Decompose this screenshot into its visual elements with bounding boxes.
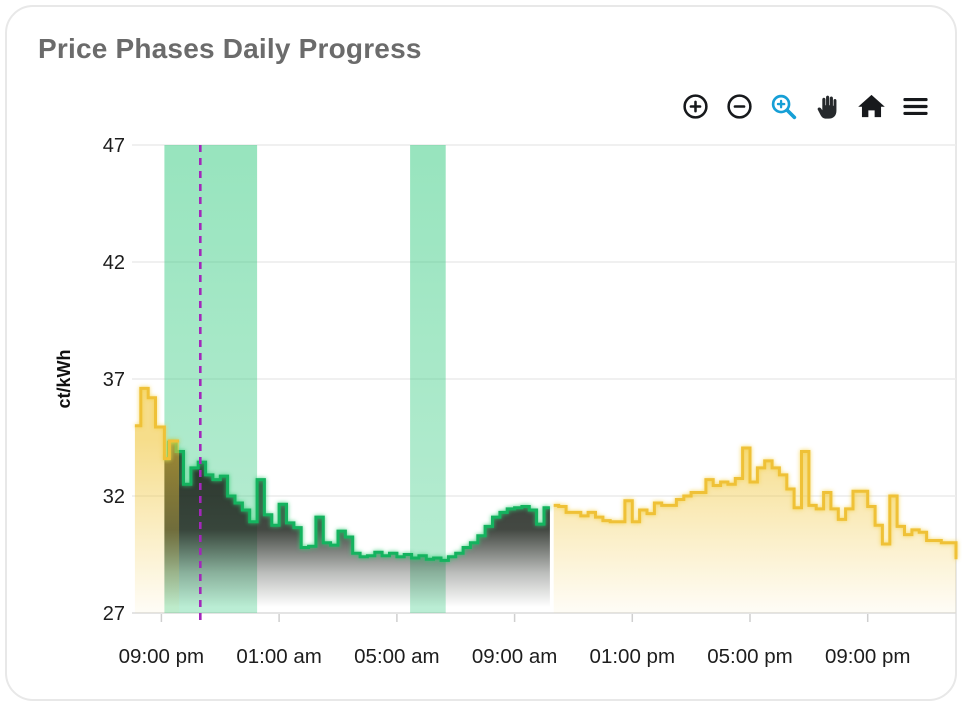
series-area-price-expensive-daytime bbox=[553, 448, 956, 613]
series-area-price-expensive-evening bbox=[134, 388, 180, 613]
home-icon[interactable] bbox=[856, 91, 887, 122]
page-title: Price Phases Daily Progress bbox=[38, 33, 422, 64]
y-tick-label: 32 bbox=[103, 486, 125, 508]
chart-toolbar bbox=[680, 91, 931, 122]
selection-zoom-icon[interactable] bbox=[768, 91, 799, 122]
x-tick-label: 05:00 am bbox=[354, 645, 439, 668]
zoom-in-icon[interactable] bbox=[680, 91, 711, 122]
series-area-price-cheap-phase bbox=[164, 442, 550, 613]
y-axis-title: ct/kWh bbox=[54, 349, 74, 408]
x-tick-label: 09:00 am bbox=[472, 645, 557, 668]
x-tick-label: 01:00 am bbox=[236, 645, 321, 668]
phase-band bbox=[410, 145, 446, 613]
x-tick-label: 05:00 pm bbox=[707, 645, 792, 668]
series-line-price-expensive-daytime bbox=[553, 446, 958, 560]
x-tick-label: 09:00 pm bbox=[825, 645, 910, 668]
pan-icon[interactable] bbox=[812, 91, 843, 122]
menu-icon[interactable] bbox=[900, 91, 931, 122]
zoom-out-icon[interactable] bbox=[724, 91, 755, 122]
chart-card: Price Phases Daily Progress 47 42 37 32 27 ct… bbox=[5, 5, 958, 701]
x-tick-label: 01:00 pm bbox=[590, 645, 675, 668]
series-line-price-expensive-evening bbox=[134, 386, 180, 461]
series-line-price-cheap-phase bbox=[164, 440, 550, 562]
y-tick-label: 42 bbox=[103, 252, 125, 274]
y-tick-label: 37 bbox=[103, 369, 125, 391]
price-chart-plot-area[interactable]: 47 42 37 32 27 ct/kWh 09:00 pm 01:00 am 05:00 am… bbox=[7, 7, 958, 699]
price-chart-svg: 47 42 37 32 27 ct/kWh 09:00 pm 01:00 am 05:00 am… bbox=[54, 135, 958, 668]
y-tick-label: 47 bbox=[103, 135, 125, 157]
y-tick-label: 27 bbox=[103, 603, 125, 625]
x-tick-label: 09:00 pm bbox=[119, 645, 204, 668]
